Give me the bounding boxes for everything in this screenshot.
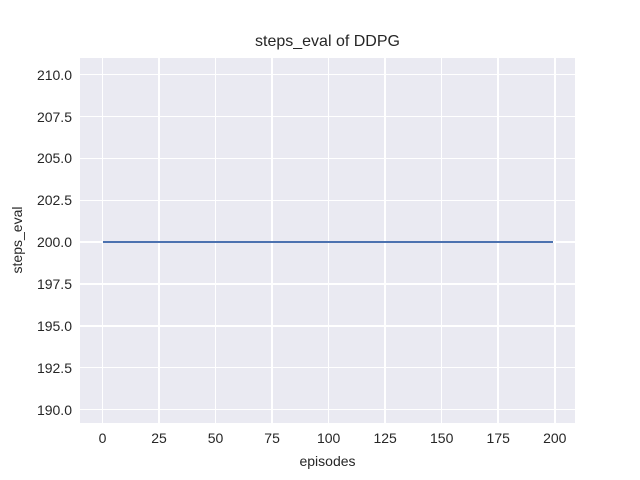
x-tick-label: 100 [316,430,341,446]
y-tick-label: 192.5 [36,359,72,376]
gridline-horizontal [80,115,575,118]
x-tick-label: 175 [486,430,510,446]
plot-area [80,58,575,423]
x-tick-label: 150 [430,430,454,446]
y-tick-label: 202.5 [36,192,72,209]
gridline-horizontal [80,325,575,327]
x-tick-label: 125 [373,430,397,446]
y-tick-label: 197.5 [36,276,72,293]
gridline-vertical [554,58,556,423]
x-tick-label: 25 [151,430,167,446]
gridline-vertical [327,58,330,423]
chart-title: steps_eval of DDPG [255,33,400,50]
gridline-horizontal [80,73,575,76]
gridline-horizontal [80,157,575,160]
data-line-steps_eval [102,241,553,244]
y-tick-label: 205.0 [36,150,72,167]
x-tick-label: 200 [543,430,567,446]
y-tick-label: 190.0 [36,401,72,418]
x-axis-label: episodes [299,453,356,469]
y-tick-label: 195.0 [36,317,72,334]
gridline-vertical [497,58,499,423]
y-tick-label: 200.0 [36,234,72,251]
gridline-vertical [101,58,104,423]
gridline-vertical [214,58,217,423]
gridline-vertical [158,58,160,423]
gridline-vertical [440,58,443,423]
x-tick-label: 0 [98,430,107,446]
gridline-horizontal [80,366,575,369]
gridline-horizontal [80,408,575,411]
gridline-vertical [271,58,273,423]
x-tick-label: 50 [207,430,224,446]
gridline-vertical [384,58,386,423]
y-tick-label: 207.5 [36,108,72,125]
gridline-horizontal [80,199,575,202]
y-tick-label: 210.0 [36,66,72,83]
x-tick-label: 75 [264,430,280,446]
gridline-horizontal [80,283,575,285]
